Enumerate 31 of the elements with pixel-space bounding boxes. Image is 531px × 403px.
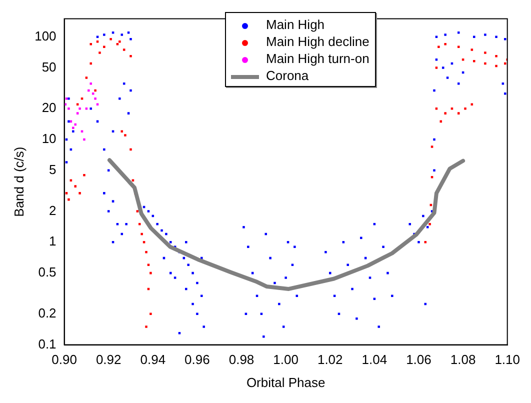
y-axis-title: Band d (c/s) xyxy=(11,146,26,217)
legend-label: Main High decline xyxy=(266,33,370,50)
legend-label: Corona xyxy=(266,67,309,84)
y-tick-label: 5 xyxy=(49,162,56,177)
x-tick-label: 0.92 xyxy=(96,352,122,368)
x-tick-label: 0.96 xyxy=(184,352,210,368)
x-tick-label: 1.06 xyxy=(406,352,432,368)
y-tick-label: 1 xyxy=(49,234,56,249)
point xyxy=(92,92,94,95)
x-tick-label: 0.98 xyxy=(228,352,254,368)
y-tick-label: 2 xyxy=(49,202,56,218)
x-tick-label: 0.94 xyxy=(140,352,166,368)
point xyxy=(116,42,119,46)
x-tick-label: 1.00 xyxy=(273,352,298,368)
x-tick-label: 1.08 xyxy=(450,352,476,368)
y-tick-label: 100 xyxy=(34,28,56,44)
y-tick-label: 0.5 xyxy=(38,264,56,280)
legend-label: Main High xyxy=(266,16,325,33)
x-tick-label: 1.04 xyxy=(362,352,388,368)
y-tick-label: 10 xyxy=(42,131,56,146)
legend-label: Main High turn-on xyxy=(266,50,370,67)
y-tick-label: 0.2 xyxy=(38,305,56,320)
x-tick-label: 0.90 xyxy=(52,352,77,368)
x-tick-label: 1.10 xyxy=(494,352,520,368)
x-tick-label: 1.02 xyxy=(317,352,343,368)
y-tick-label: 0.1 xyxy=(38,336,56,352)
y-tick-label: 50 xyxy=(42,59,56,74)
point xyxy=(90,62,92,65)
y-tick-label: 20 xyxy=(42,100,56,116)
point xyxy=(90,42,92,46)
x-axis-title: Orbital Phase xyxy=(246,374,326,390)
